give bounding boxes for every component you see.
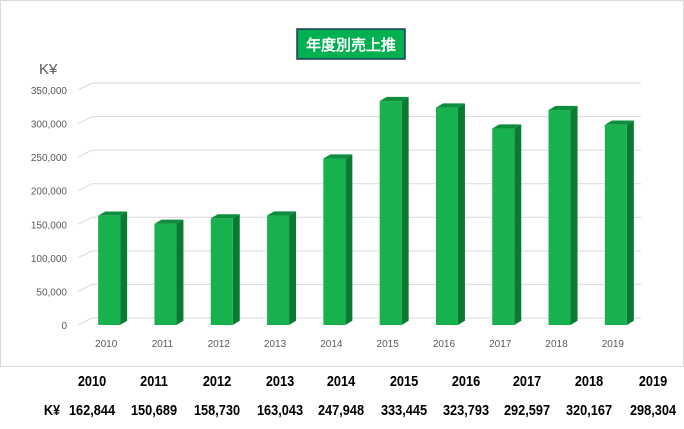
table-value-cell: 320,167	[565, 402, 613, 419]
x-tick-label: 2010	[95, 339, 118, 350]
gridline	[77, 82, 641, 91]
bar-chart: 0 50,000 100,000 150,000 200,000 250,000 300,0…	[31, 28, 641, 350]
bar-top	[210, 214, 240, 219]
table-year-header: 2018	[574, 373, 604, 390]
bar-top	[604, 120, 634, 125]
bar-front	[210, 218, 233, 325]
y-tick-label: 200,000	[31, 187, 68, 198]
bar-top	[492, 124, 522, 129]
table-year-header: 2014	[326, 373, 356, 390]
table-year-header: 2010	[77, 373, 107, 390]
y-tick-label: 350,000	[31, 86, 68, 97]
table-value-cell: 158,730	[193, 402, 241, 419]
x-tick-label: 2018	[545, 339, 568, 350]
bar	[323, 154, 353, 325]
table-value-cell: 333,445	[380, 402, 428, 419]
bar-front	[379, 101, 402, 325]
bar-front	[548, 110, 571, 325]
bar-front	[435, 107, 458, 325]
table-value-cell: 323,793	[442, 402, 490, 419]
bar	[267, 211, 297, 325]
table-value-cell: 292,597	[503, 402, 551, 419]
y-tick-label: 100,000	[31, 254, 68, 265]
bar-front	[267, 215, 290, 325]
bar-side	[514, 124, 522, 325]
bar-top	[154, 219, 184, 224]
bar-front	[98, 215, 121, 325]
bar	[604, 120, 634, 326]
table-year-header: 2015	[389, 373, 419, 390]
bar	[492, 124, 522, 325]
y-tick-label: 50,000	[36, 287, 67, 298]
bar-top	[267, 211, 297, 216]
table-year-header: 2011	[140, 373, 168, 390]
bar-front	[154, 223, 177, 325]
chart-title-box	[296, 28, 406, 60]
chart-title-text: 年度別売上推	[306, 36, 396, 54]
table-value-cell: 150,689	[130, 402, 178, 419]
bar	[98, 211, 128, 325]
bar	[435, 103, 465, 326]
bar-side	[289, 211, 297, 325]
data-table: K¥ 2010 2011 2012 2013 2014 2015 2016 2017 2018 20…	[0, 367, 684, 429]
bar-side	[401, 96, 409, 325]
bars	[98, 96, 634, 326]
table-year-header: 2012	[202, 373, 232, 390]
x-tick-label: 2015	[377, 339, 400, 350]
bar-top	[379, 96, 409, 102]
y-tick-label: 150,000	[31, 220, 68, 231]
table-year-header: 2019	[638, 373, 668, 390]
x-tick-label: 2017	[489, 339, 512, 350]
gridlines	[77, 82, 641, 326]
bar-side	[120, 211, 128, 325]
table-row-label: K¥	[43, 402, 61, 419]
table-year-header: 2016	[451, 373, 481, 390]
bar-side	[570, 105, 578, 326]
bar-side	[176, 219, 184, 325]
bar-top	[548, 105, 578, 111]
bar-front	[323, 158, 346, 325]
table-value-cell: 298,304	[629, 402, 677, 419]
chart-title: 年度別売上推	[296, 28, 406, 60]
bar	[210, 214, 240, 325]
bar-top	[323, 154, 353, 159]
table-year-header: 2013	[265, 373, 295, 390]
bar-front	[604, 124, 627, 325]
table-value-cell: 247,948	[317, 402, 365, 419]
table-value-cell: 163,043	[256, 402, 304, 419]
bar	[154, 219, 184, 325]
bar-side	[457, 103, 465, 326]
y-tick-labels: 0 50,000 100,000 150,000 200,000 250,000 300,0…	[31, 86, 68, 332]
bar-top	[98, 211, 128, 216]
chart-area: 0 50,000 100,000 150,000 200,000 250,000 300,0…	[0, 0, 684, 367]
x-tick-label: 2012	[208, 339, 231, 350]
bar-side	[626, 120, 634, 326]
bar-front	[492, 128, 515, 325]
table-value-cell: 162,844	[68, 402, 116, 419]
bar-side	[232, 214, 240, 325]
y-axis-label: K¥	[39, 61, 58, 78]
x-tick-label: 2011	[152, 339, 174, 350]
x-tick-label: 2016	[433, 339, 456, 350]
bar	[548, 105, 578, 326]
bar-top	[435, 103, 465, 108]
x-tick-label: 2013	[264, 339, 287, 350]
x-tick-label: 2019	[602, 339, 625, 350]
bar	[379, 96, 409, 325]
x-tick-labels: 2010 2011 2012 2013 2014 2015 2016 2017 2018 2019	[95, 339, 624, 350]
y-tick-label: 300,000	[31, 120, 68, 131]
table-year-header: 2017	[512, 373, 542, 390]
y-tick-label: 0	[61, 321, 67, 332]
y-tick-label: 250,000	[31, 153, 68, 164]
x-tick-label: 2014	[320, 339, 343, 350]
bar-side	[345, 154, 353, 325]
